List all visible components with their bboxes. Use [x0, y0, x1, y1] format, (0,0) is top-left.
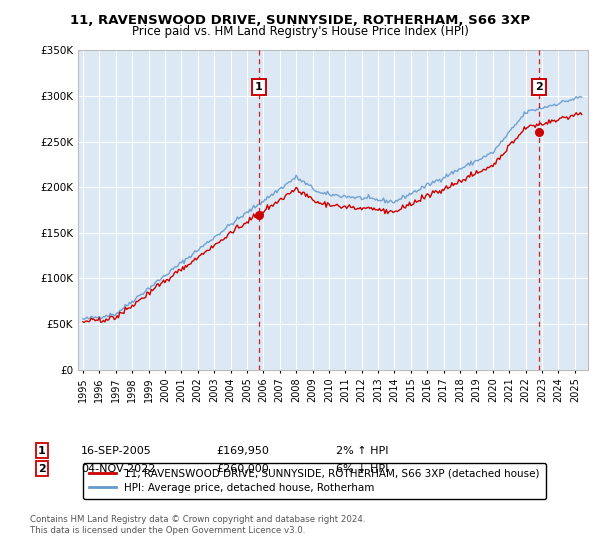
Text: 16-SEP-2005: 16-SEP-2005 [81, 446, 152, 456]
Text: This data is licensed under the Open Government Licence v3.0.: This data is licensed under the Open Gov… [30, 526, 305, 535]
Text: 2: 2 [38, 464, 46, 474]
Text: Price paid vs. HM Land Registry's House Price Index (HPI): Price paid vs. HM Land Registry's House … [131, 25, 469, 38]
Text: Contains HM Land Registry data © Crown copyright and database right 2024.: Contains HM Land Registry data © Crown c… [30, 515, 365, 524]
Text: 6% ↓ HPI: 6% ↓ HPI [336, 464, 388, 474]
Text: 04-NOV-2022: 04-NOV-2022 [81, 464, 155, 474]
Text: 1: 1 [254, 82, 262, 92]
Text: £260,000: £260,000 [216, 464, 269, 474]
Text: £169,950: £169,950 [216, 446, 269, 456]
Text: 1: 1 [38, 446, 46, 456]
Legend: 11, RAVENSWOOD DRIVE, SUNNYSIDE, ROTHERHAM, S66 3XP (detached house), HPI: Avera: 11, RAVENSWOOD DRIVE, SUNNYSIDE, ROTHERH… [83, 463, 545, 500]
Text: 11, RAVENSWOOD DRIVE, SUNNYSIDE, ROTHERHAM, S66 3XP: 11, RAVENSWOOD DRIVE, SUNNYSIDE, ROTHERH… [70, 14, 530, 27]
Text: 2: 2 [536, 82, 544, 92]
Text: 2% ↑ HPI: 2% ↑ HPI [336, 446, 389, 456]
